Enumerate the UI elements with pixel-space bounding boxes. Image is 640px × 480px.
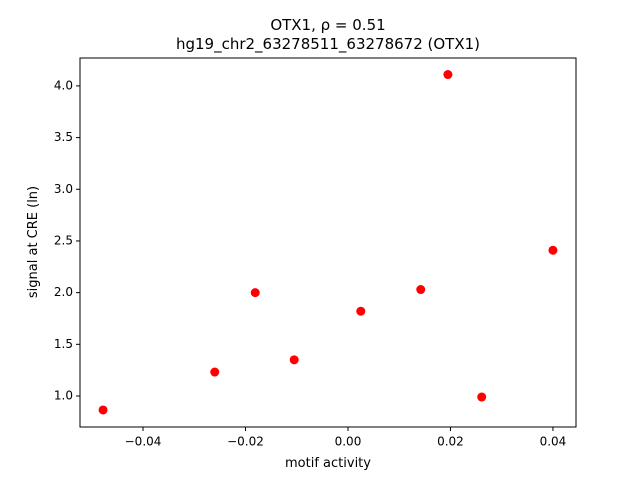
chart-subtitle: hg19_chr2_63278511_63278672 (OTX1) [176,35,480,54]
scatter-point [477,392,487,402]
y-tick-label: 1.5 [54,337,73,351]
scatter-point [548,245,558,255]
y-tick-label: 1.0 [54,388,73,402]
y-tick-label: 2.5 [54,233,73,247]
x-tick-label: 0.02 [437,435,464,449]
scatter-point [250,288,260,298]
y-tick-label: 4.0 [54,78,73,92]
chart-title: OTX1, ρ = 0.51 [270,16,385,34]
scatter-point [443,70,453,80]
scatter-point [416,285,426,295]
y-axis-label: signal at CRE (ln) [26,186,41,298]
x-tick-label: 0.00 [335,435,362,449]
scatter-point [98,405,108,415]
scatter-point [289,355,299,365]
y-tick-label: 2.0 [54,285,73,299]
x-tick-label: −0.04 [125,435,162,449]
y-tick-label: 3.5 [54,130,73,144]
x-axis-label: motif activity [285,456,371,471]
x-tick-label: −0.02 [227,435,264,449]
x-tick-label: 0.04 [540,435,567,449]
plot-frame [79,57,577,428]
scatter-point [210,367,220,377]
y-tick-label: 3.0 [54,182,73,196]
scatter-point [356,306,366,316]
